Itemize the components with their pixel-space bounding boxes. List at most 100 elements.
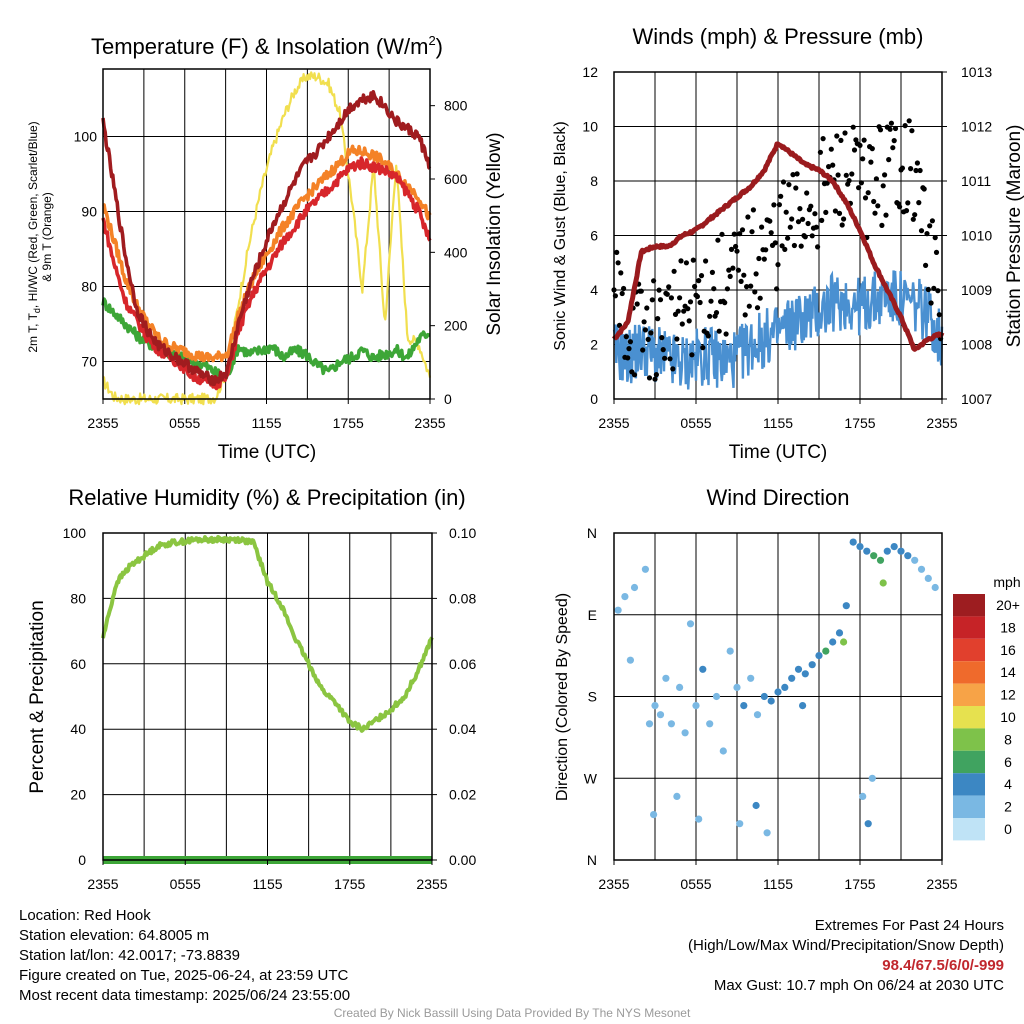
- gust-point: [621, 285, 627, 292]
- gust-point: [826, 164, 832, 170]
- gust-point: [875, 203, 881, 209]
- gust-point: [817, 149, 824, 155]
- gust-point: [782, 246, 788, 252]
- direction-point: [917, 565, 926, 573]
- gust-point: [614, 249, 620, 255]
- gust-point: [923, 262, 929, 268]
- gust-point: [689, 352, 695, 358]
- gust-point: [914, 160, 921, 166]
- direction-point: [695, 815, 703, 823]
- gust-point: [705, 333, 711, 339]
- gust-point: [734, 248, 740, 254]
- gust-point: [748, 283, 754, 289]
- temperature-xtick-label: 1755: [333, 415, 364, 431]
- gust-point: [752, 289, 758, 295]
- gust-point: [619, 290, 625, 297]
- direction-point: [924, 574, 932, 583]
- gust-point: [929, 218, 936, 224]
- gust-point: [694, 293, 701, 300]
- direction-point: [712, 692, 721, 701]
- series-line-relative-humidity: [101, 535, 434, 733]
- gust-point: [860, 156, 866, 162]
- gust-point: [851, 147, 858, 153]
- gust-point: [625, 355, 631, 361]
- gust-point: [824, 180, 830, 186]
- gust-point: [809, 233, 815, 239]
- gust-point: [662, 355, 668, 361]
- gust-point: [733, 243, 739, 250]
- pressure-ytick-label: 1012: [961, 119, 992, 135]
- winds-xtick-label: 2355: [598, 415, 629, 431]
- gust-point: [703, 258, 709, 264]
- direction-point: [849, 538, 857, 546]
- gust-point: [709, 269, 716, 275]
- direction-point: [650, 811, 658, 819]
- gust-point: [902, 123, 908, 129]
- direction-point: [763, 829, 771, 837]
- humidity-ytick-label: 60: [70, 656, 86, 672]
- gust-point: [730, 265, 736, 271]
- winds-xtick-label: 2355: [926, 415, 957, 431]
- direction-xtick-label: 2355: [598, 876, 629, 892]
- direction-gridlines: [614, 533, 942, 860]
- station-info: Location: Red Hook Station elevation: 64…: [19, 906, 350, 1006]
- gust-point: [739, 227, 746, 233]
- direction-point: [686, 620, 695, 628]
- gust-point: [768, 230, 774, 236]
- gust-point: [779, 243, 785, 249]
- winds-ytick-label: 0: [590, 391, 598, 407]
- humidity-ytick-label: 100: [63, 525, 87, 541]
- direction-point: [733, 683, 741, 692]
- gust-point: [727, 273, 733, 279]
- temperature-xtick-label: 2355: [87, 415, 118, 431]
- direction-point: [621, 593, 629, 601]
- gust-point: [723, 331, 729, 337]
- gust-point: [642, 327, 649, 333]
- gust-point: [664, 291, 670, 297]
- gust-point: [819, 217, 825, 223]
- speed-colorbar: 20+ 18 16 14 12 10 8 6 4 2 0: [953, 594, 1020, 841]
- direction-point: [651, 702, 659, 710]
- gust-point: [797, 206, 803, 212]
- insolation-ytick-label: 400: [444, 244, 468, 260]
- gust-point: [648, 330, 654, 336]
- humidity-panel-title: Relative Humidity (%) & Precipitation (i…: [68, 485, 465, 510]
- gust-point: [873, 176, 880, 182]
- gust-point: [719, 231, 725, 237]
- gust-point: [872, 210, 878, 216]
- winds-panel-title: Winds (mph) & Pressure (mb): [633, 24, 924, 49]
- gust-point: [804, 190, 810, 196]
- direction-point: [840, 638, 848, 646]
- pressure-ytick-label: 1010: [961, 228, 992, 244]
- gust-point: [678, 258, 684, 264]
- gust-point: [656, 287, 662, 293]
- temperature-ytick-label: 70: [81, 354, 97, 370]
- direction-point: [911, 556, 919, 564]
- direction-point: [747, 674, 755, 682]
- gust-point: [880, 183, 886, 189]
- colorbar-swatch: [953, 795, 985, 818]
- gust-point: [857, 142, 863, 148]
- elevation-text: Station elevation: 64.8005 m: [19, 927, 210, 944]
- direction-point: [676, 683, 684, 692]
- gust-point: [726, 267, 732, 273]
- gust-point: [916, 200, 922, 206]
- direction-point: [788, 674, 796, 682]
- gust-point: [832, 208, 839, 214]
- colorbar-swatch: [953, 728, 985, 751]
- gust-point: [728, 246, 735, 252]
- gust-point: [905, 200, 911, 206]
- gust-point: [828, 146, 834, 152]
- gust-point: [820, 136, 826, 142]
- direction-point: [808, 661, 816, 669]
- direction-point: [835, 629, 844, 637]
- colorbar-label: 18: [1000, 619, 1016, 635]
- direction-point: [760, 692, 768, 701]
- gust-point: [653, 372, 660, 378]
- insolation-ytick-label: 0: [444, 391, 452, 407]
- colorbar-label: 4: [1004, 776, 1012, 792]
- gust-point: [812, 211, 818, 217]
- gust-point: [697, 299, 703, 306]
